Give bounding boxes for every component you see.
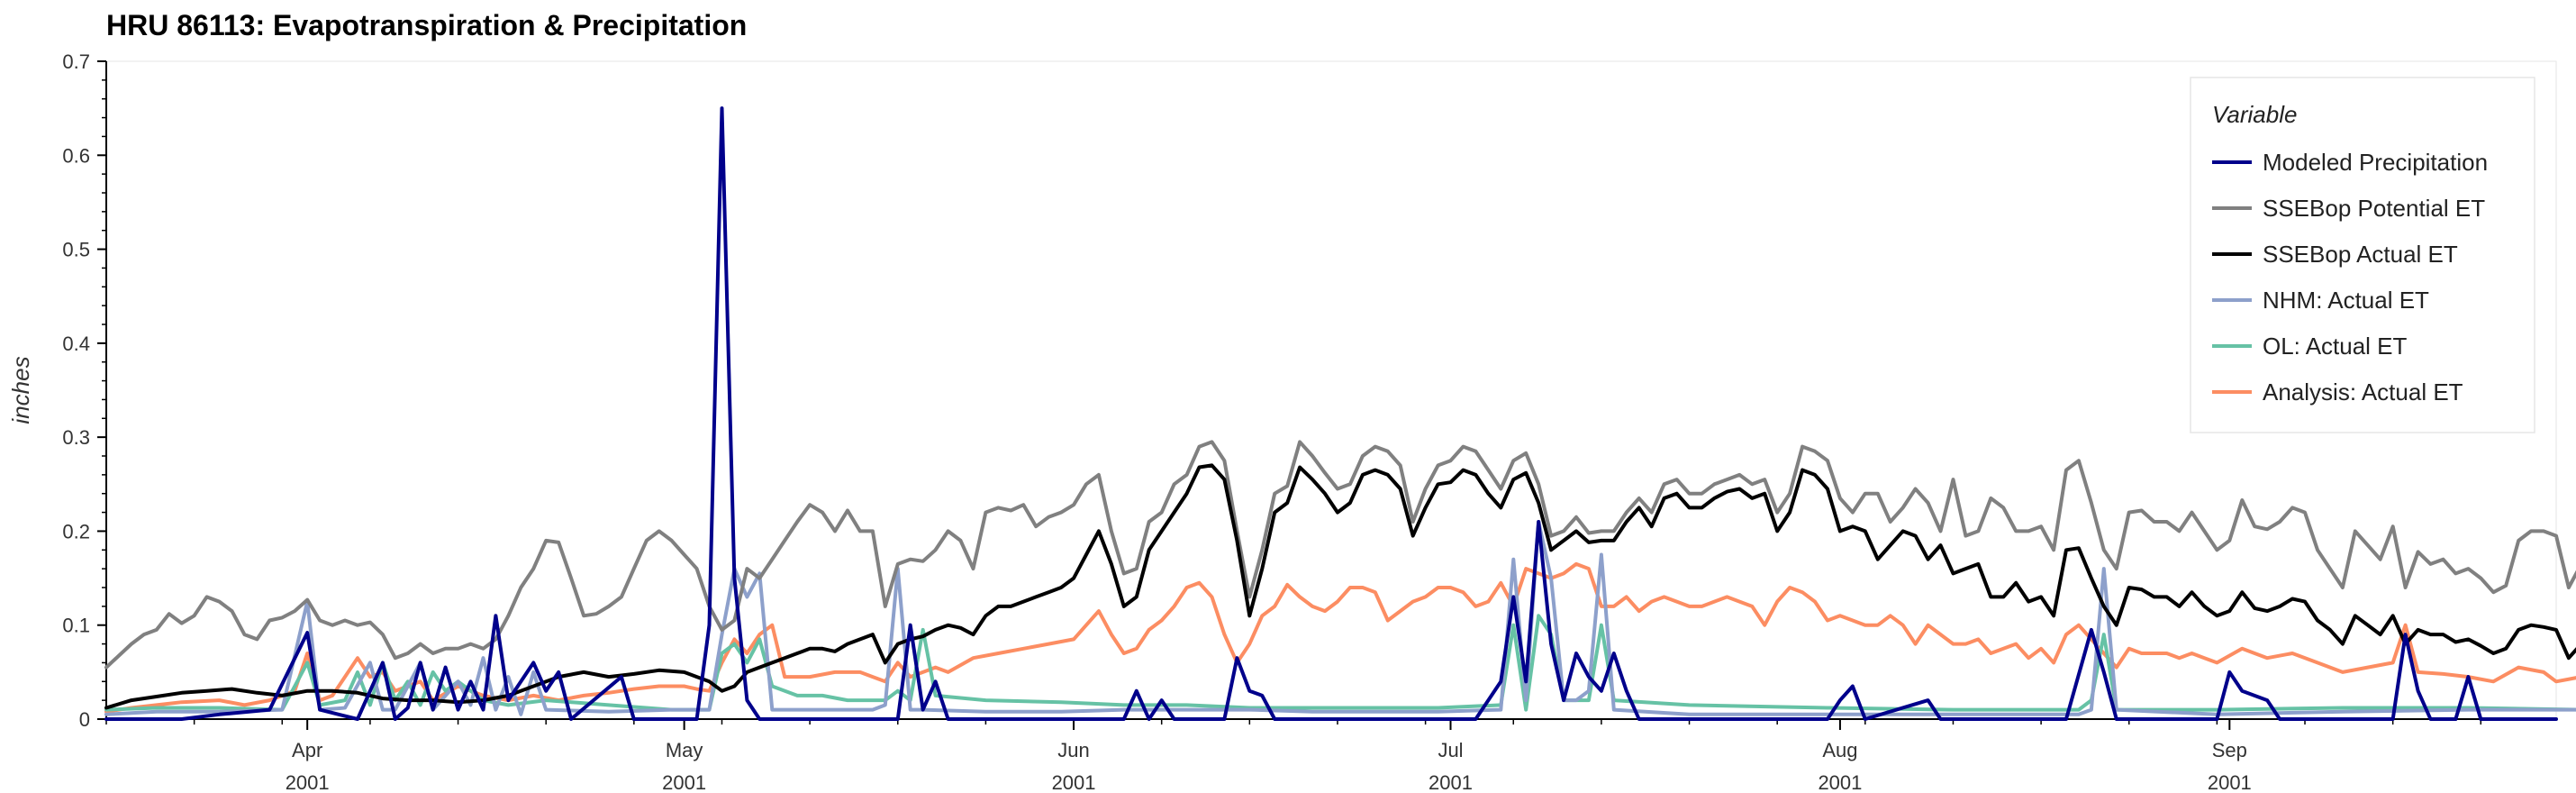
x-tick-label: May <box>666 739 703 761</box>
x-tick-label: Jun <box>1057 739 1089 761</box>
y-tick-label: 0 <box>79 708 90 731</box>
x-tick-label: Aug <box>1822 739 1857 761</box>
y-tick-label: 0.2 <box>62 520 90 542</box>
x-tick-sublabel: 2001 <box>286 771 330 793</box>
y-tick-label: 0.5 <box>62 239 90 261</box>
legend-title: Variable <box>2212 101 2297 128</box>
x-tick-sublabel: 2001 <box>1429 771 1473 793</box>
series-line-ssebop-actual-et <box>104 463 2576 710</box>
y-axis-title: inches <box>7 356 34 424</box>
x-tick-sublabel: 2001 <box>662 771 706 793</box>
y-tick-label: 0.4 <box>62 333 90 355</box>
legend-label-ol-actual-et: OL: Actual ET <box>2263 333 2408 360</box>
series-lines <box>104 106 2576 721</box>
y-tick-label: 0.3 <box>62 426 90 449</box>
plot-border <box>105 60 2557 720</box>
legend: Variable Modeled Precipitation SSEBop Pote… <box>2190 77 2535 433</box>
series-line-modeled-precipitation <box>104 106 2558 721</box>
legend-label-ssebop-actual-et: SSEBop Actual ET <box>2263 241 2458 268</box>
legend-label-nhm-actual-et: NHM: Actual ET <box>2263 287 2429 314</box>
legend-label-ssebop-potential-et: SSEBop Potential ET <box>2263 195 2485 222</box>
y-tick-label: 0.7 <box>62 50 90 73</box>
legend-label-analysis-actual-et: Analysis: Actual ET <box>2263 378 2463 406</box>
x-tick-label: Sep <box>2212 739 2247 761</box>
series-line-nhm-actual-et <box>104 520 2576 716</box>
x-tick-label: Apr <box>292 739 322 761</box>
series-line-analysis-actual-et <box>104 561 2576 714</box>
y-tick-label: 0.1 <box>62 615 90 637</box>
x-tick-sublabel: 2001 <box>1818 771 1862 793</box>
y-tick-label: 0.6 <box>62 144 90 167</box>
plot-frame <box>105 60 2557 720</box>
chart-title: HRU 86113: Evapotranspiration & Precipit… <box>106 9 748 41</box>
x-tick-sublabel: 2001 <box>1052 771 1096 793</box>
x-tick-label: Jul <box>1438 739 1463 761</box>
legend-label-modeled-precipitation: Modeled Precipitation <box>2263 149 2488 176</box>
series-line-ssebop-potential-et <box>104 440 2576 670</box>
x-tick-sublabel: 2001 <box>2208 771 2252 793</box>
